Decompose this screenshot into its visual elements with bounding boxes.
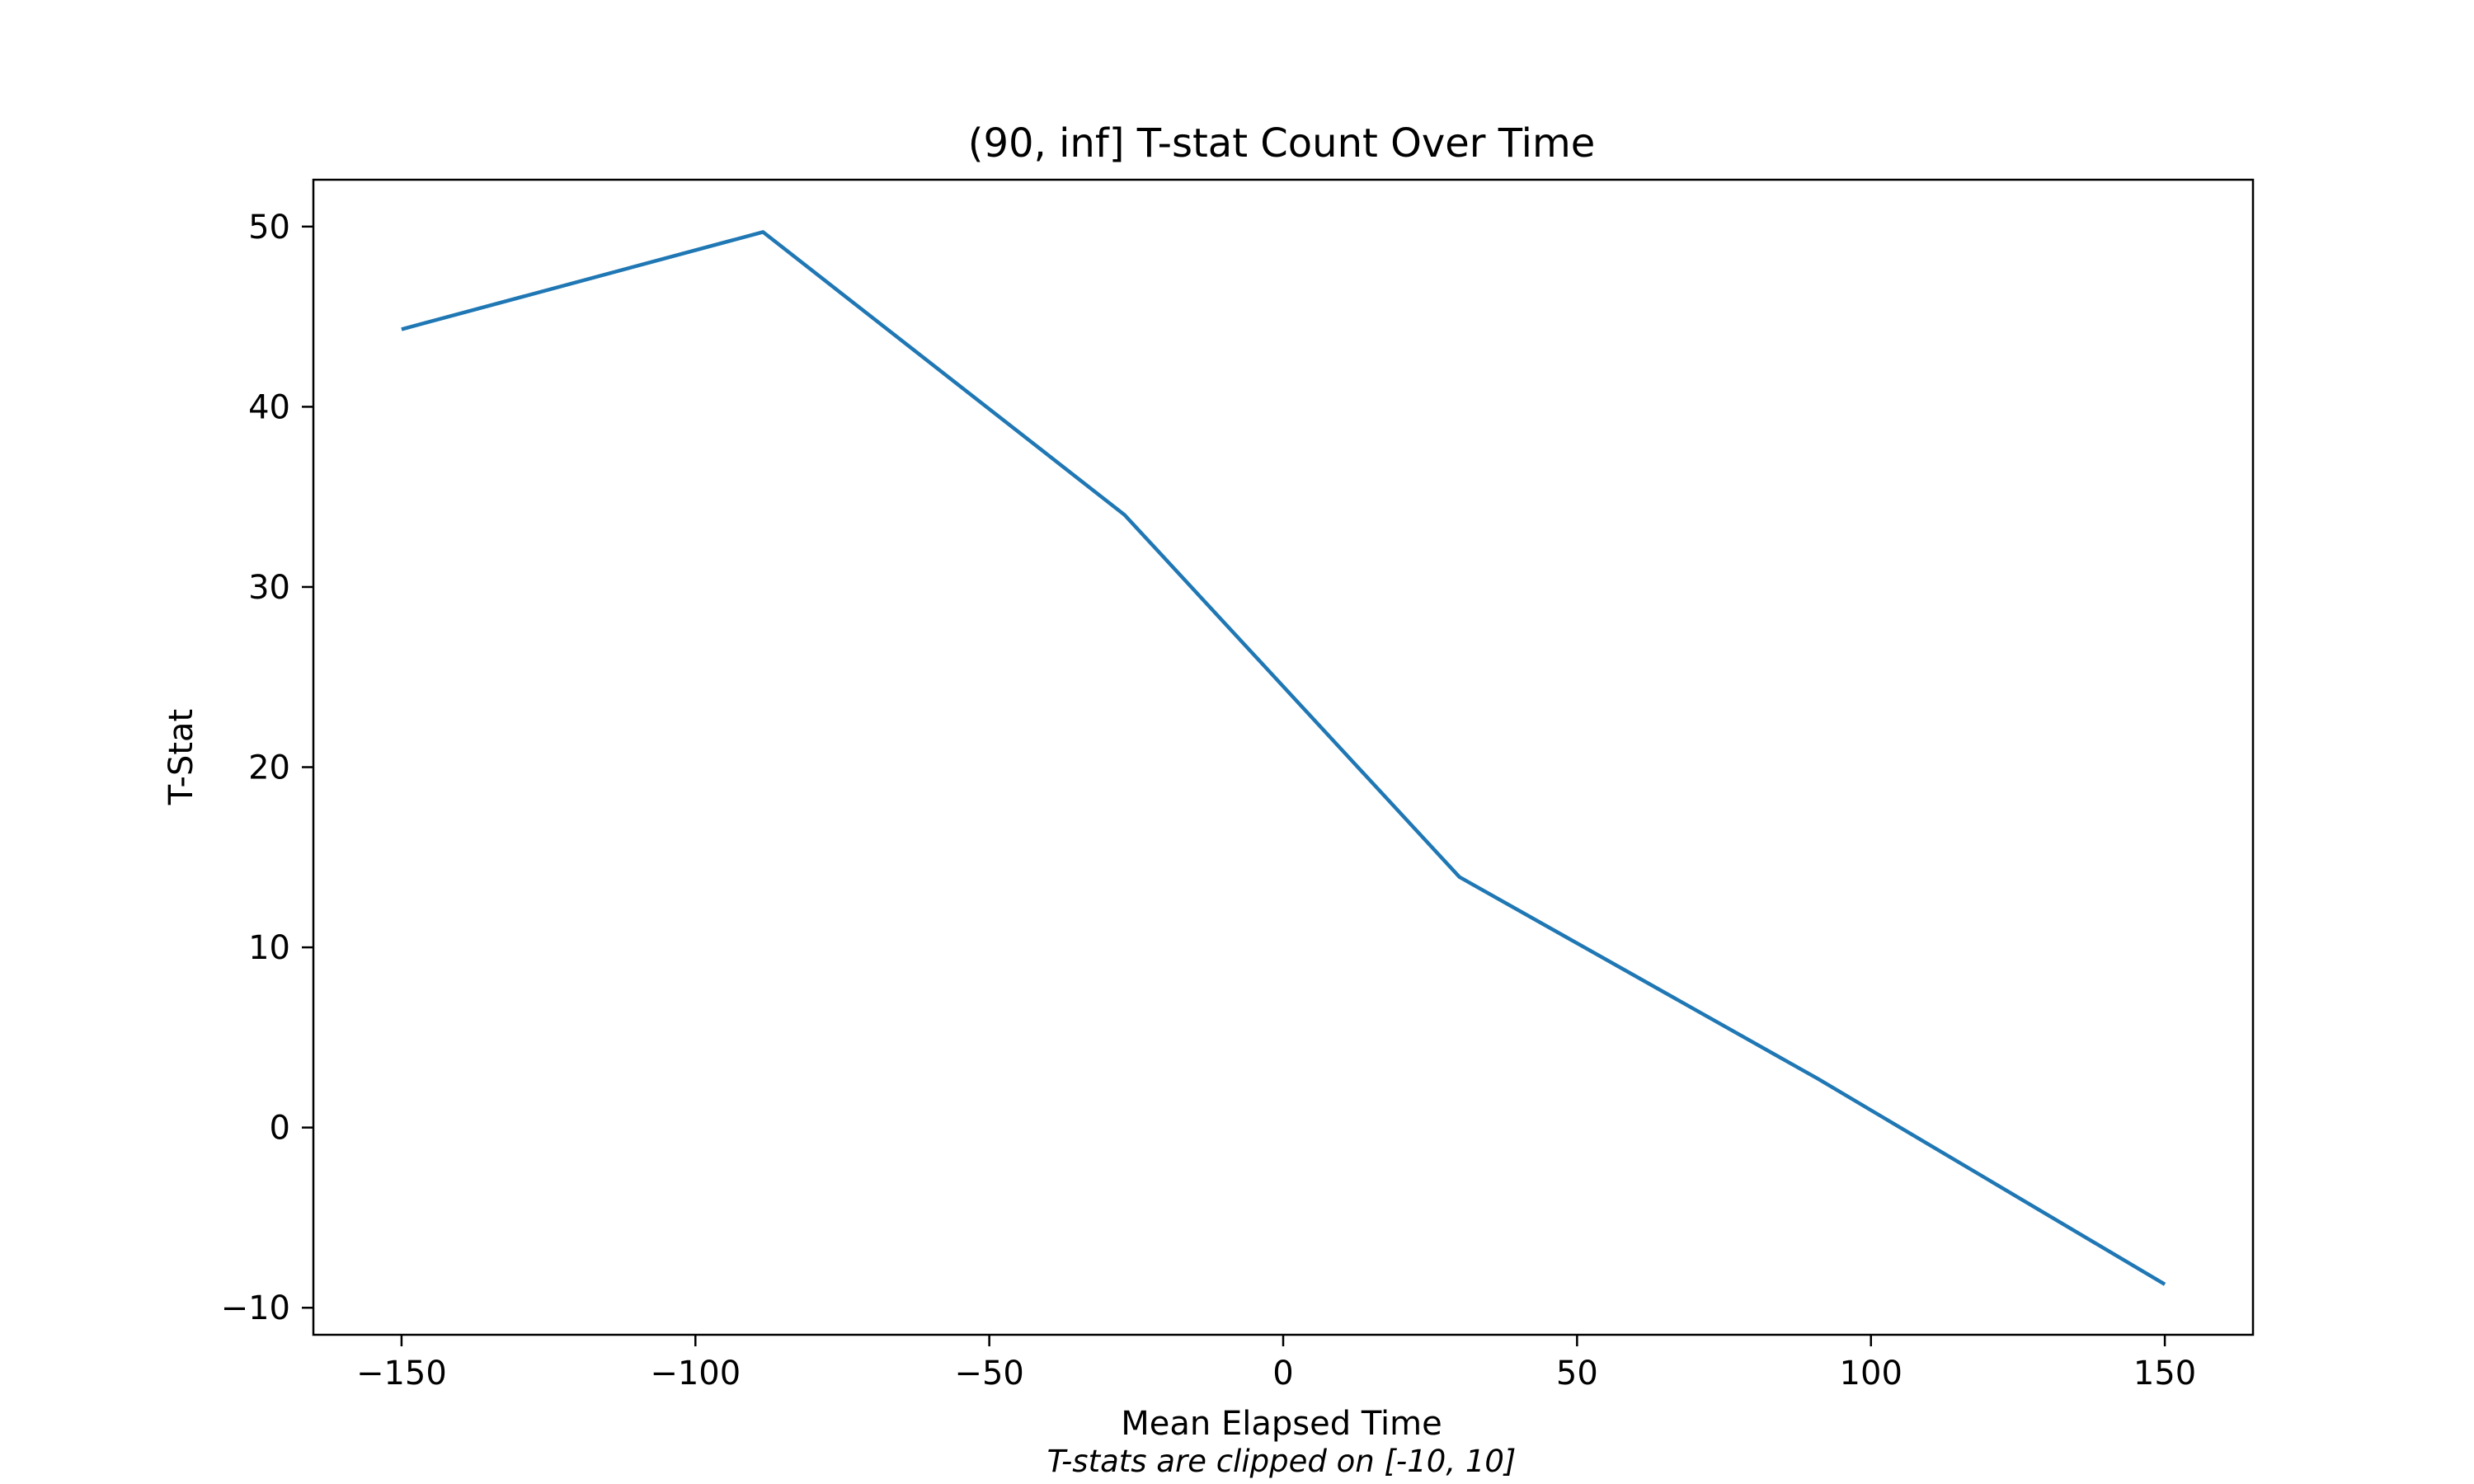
x-axis-ticks: −150 −100 −50 0 50 100 150 — [356, 1335, 2196, 1392]
y-tick-label: 0 — [270, 1110, 290, 1148]
y-tick-label: 20 — [248, 749, 290, 787]
x-tick-label: 50 — [1556, 1355, 1598, 1392]
y-tick-label: 50 — [248, 209, 290, 247]
plot-area-frame — [312, 178, 2255, 1336]
x-tick-label: 100 — [1840, 1355, 1903, 1392]
x-tick-label: 150 — [2133, 1355, 2196, 1392]
series-layer — [401, 230, 2166, 1286]
y-tick-label: 40 — [248, 388, 290, 426]
x-tick-label: 0 — [1272, 1355, 1293, 1392]
y-axis-ticks: −10 0 10 20 30 40 50 — [221, 209, 313, 1327]
y-tick-label: 30 — [248, 569, 290, 607]
chart-title: (90, inf] T-stat Count Over Time — [968, 120, 1596, 167]
x-tick-label: −150 — [356, 1355, 447, 1392]
x-tick-label: −50 — [954, 1355, 1023, 1392]
series-line-0 — [401, 230, 2166, 1286]
x-tick-label: −100 — [650, 1355, 741, 1392]
chart-caption: T-stats are clipped on [-10, 10] — [1047, 1444, 1517, 1479]
y-axis-label: T-Stat — [162, 709, 200, 805]
y-tick-label: 10 — [248, 929, 290, 967]
y-tick-label: −10 — [221, 1289, 290, 1327]
x-axis-label: Mean Elapsed Time — [1121, 1405, 1442, 1443]
